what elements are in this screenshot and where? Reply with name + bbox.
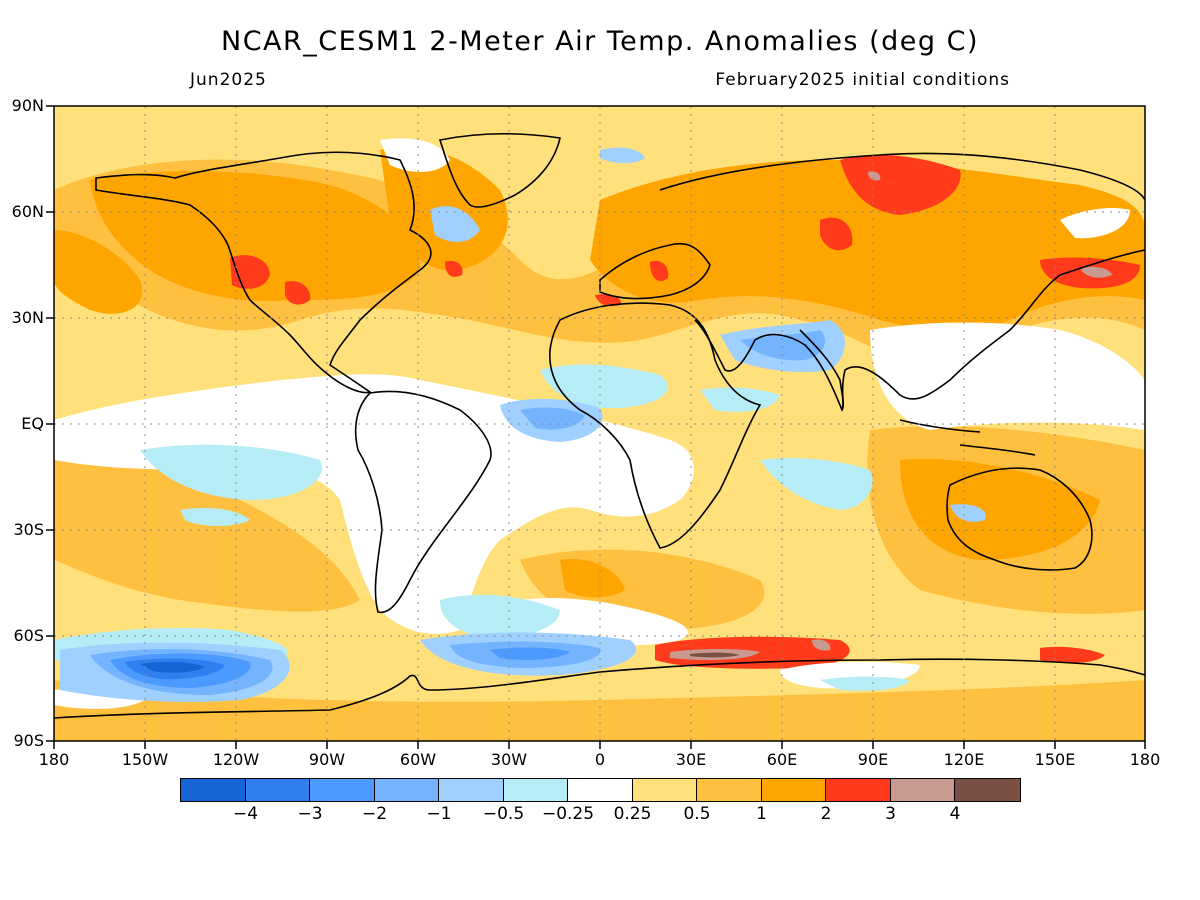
tick-marks xyxy=(46,105,1146,749)
colorbar-swatch xyxy=(181,779,246,801)
colorbar-swatch xyxy=(761,779,826,801)
colorbar-swatch xyxy=(439,779,504,801)
africa-coast xyxy=(549,302,762,549)
indonesia-coast xyxy=(899,419,1036,456)
lat-label: 30N xyxy=(11,308,44,327)
map-title: NCAR_CESM1 2-Meter Air Temp. Anomalies (… xyxy=(221,26,979,57)
australia-coast xyxy=(946,467,1093,571)
india-coast xyxy=(799,329,845,411)
colorbar-label: −4 xyxy=(232,804,259,824)
colorbar-label: 3 xyxy=(885,804,896,824)
colorbar-swatch xyxy=(568,779,633,801)
colorbar-label: 4 xyxy=(949,804,961,824)
asia-coast xyxy=(659,152,1145,412)
colorbar-label: 0.5 xyxy=(683,804,711,824)
colorbar-label: −3 xyxy=(297,804,323,824)
colorbar-swatch xyxy=(890,779,955,801)
north-america-coast xyxy=(95,151,432,394)
colorbar-label: 2 xyxy=(820,804,832,824)
colorbar-label: −2 xyxy=(361,804,388,824)
extreme-warm-regions xyxy=(432,171,1112,660)
colorbar-swatch xyxy=(245,779,310,801)
forecast-month-label: Jun2025 xyxy=(190,70,267,90)
greenland-coast xyxy=(438,132,561,208)
europe-coast xyxy=(599,243,711,300)
lat-label: 90S xyxy=(13,731,44,750)
lon-label: 0 xyxy=(594,750,606,769)
strong-cool-regions xyxy=(110,647,570,688)
colorbar xyxy=(180,778,1021,802)
lon-label: 30E xyxy=(675,750,707,769)
lat-label: 90N xyxy=(11,96,44,115)
gridlines xyxy=(54,106,1145,741)
lon-label: 90E xyxy=(857,750,889,769)
colorbar-label: −0.5 xyxy=(482,804,525,824)
initial-conditions-label: February2025 initial conditions xyxy=(715,70,1010,90)
lon-label: 60E xyxy=(766,750,798,769)
antarctica-coast xyxy=(54,658,1145,719)
colorbar-swatch xyxy=(697,779,762,801)
coastlines xyxy=(54,132,1145,719)
lon-label: 150E xyxy=(1034,750,1076,769)
lon-label: 30W xyxy=(490,750,528,769)
lon-label: 180 xyxy=(1129,750,1161,769)
colorbar-label: 1 xyxy=(756,804,767,824)
colorbar-label: −1 xyxy=(426,804,452,824)
lon-label: 120W xyxy=(212,750,260,769)
lon-label: 60W xyxy=(399,750,437,769)
colorbar-swatch xyxy=(955,779,1020,801)
neutral-regions xyxy=(54,138,1145,709)
colorbar-swatch xyxy=(503,779,568,801)
colorbar-swatch xyxy=(310,779,375,801)
lat-label: 30S xyxy=(13,520,44,539)
lat-label: 60S xyxy=(13,626,44,645)
lon-label: 180 xyxy=(38,750,70,769)
lon-label: 90W xyxy=(308,750,346,769)
lat-label: EQ xyxy=(21,414,44,433)
colorbar-label: 0.25 xyxy=(613,804,652,824)
colorbar-swatch xyxy=(632,779,697,801)
lon-label: 120E xyxy=(943,750,985,769)
lat-label: 60N xyxy=(11,202,44,221)
colorbar-label: −0.25 xyxy=(541,804,595,824)
colorbar-swatch xyxy=(826,779,891,801)
lon-label: 150W xyxy=(121,750,169,769)
south-america-coast xyxy=(354,390,492,614)
colorbar-swatch xyxy=(374,779,439,801)
